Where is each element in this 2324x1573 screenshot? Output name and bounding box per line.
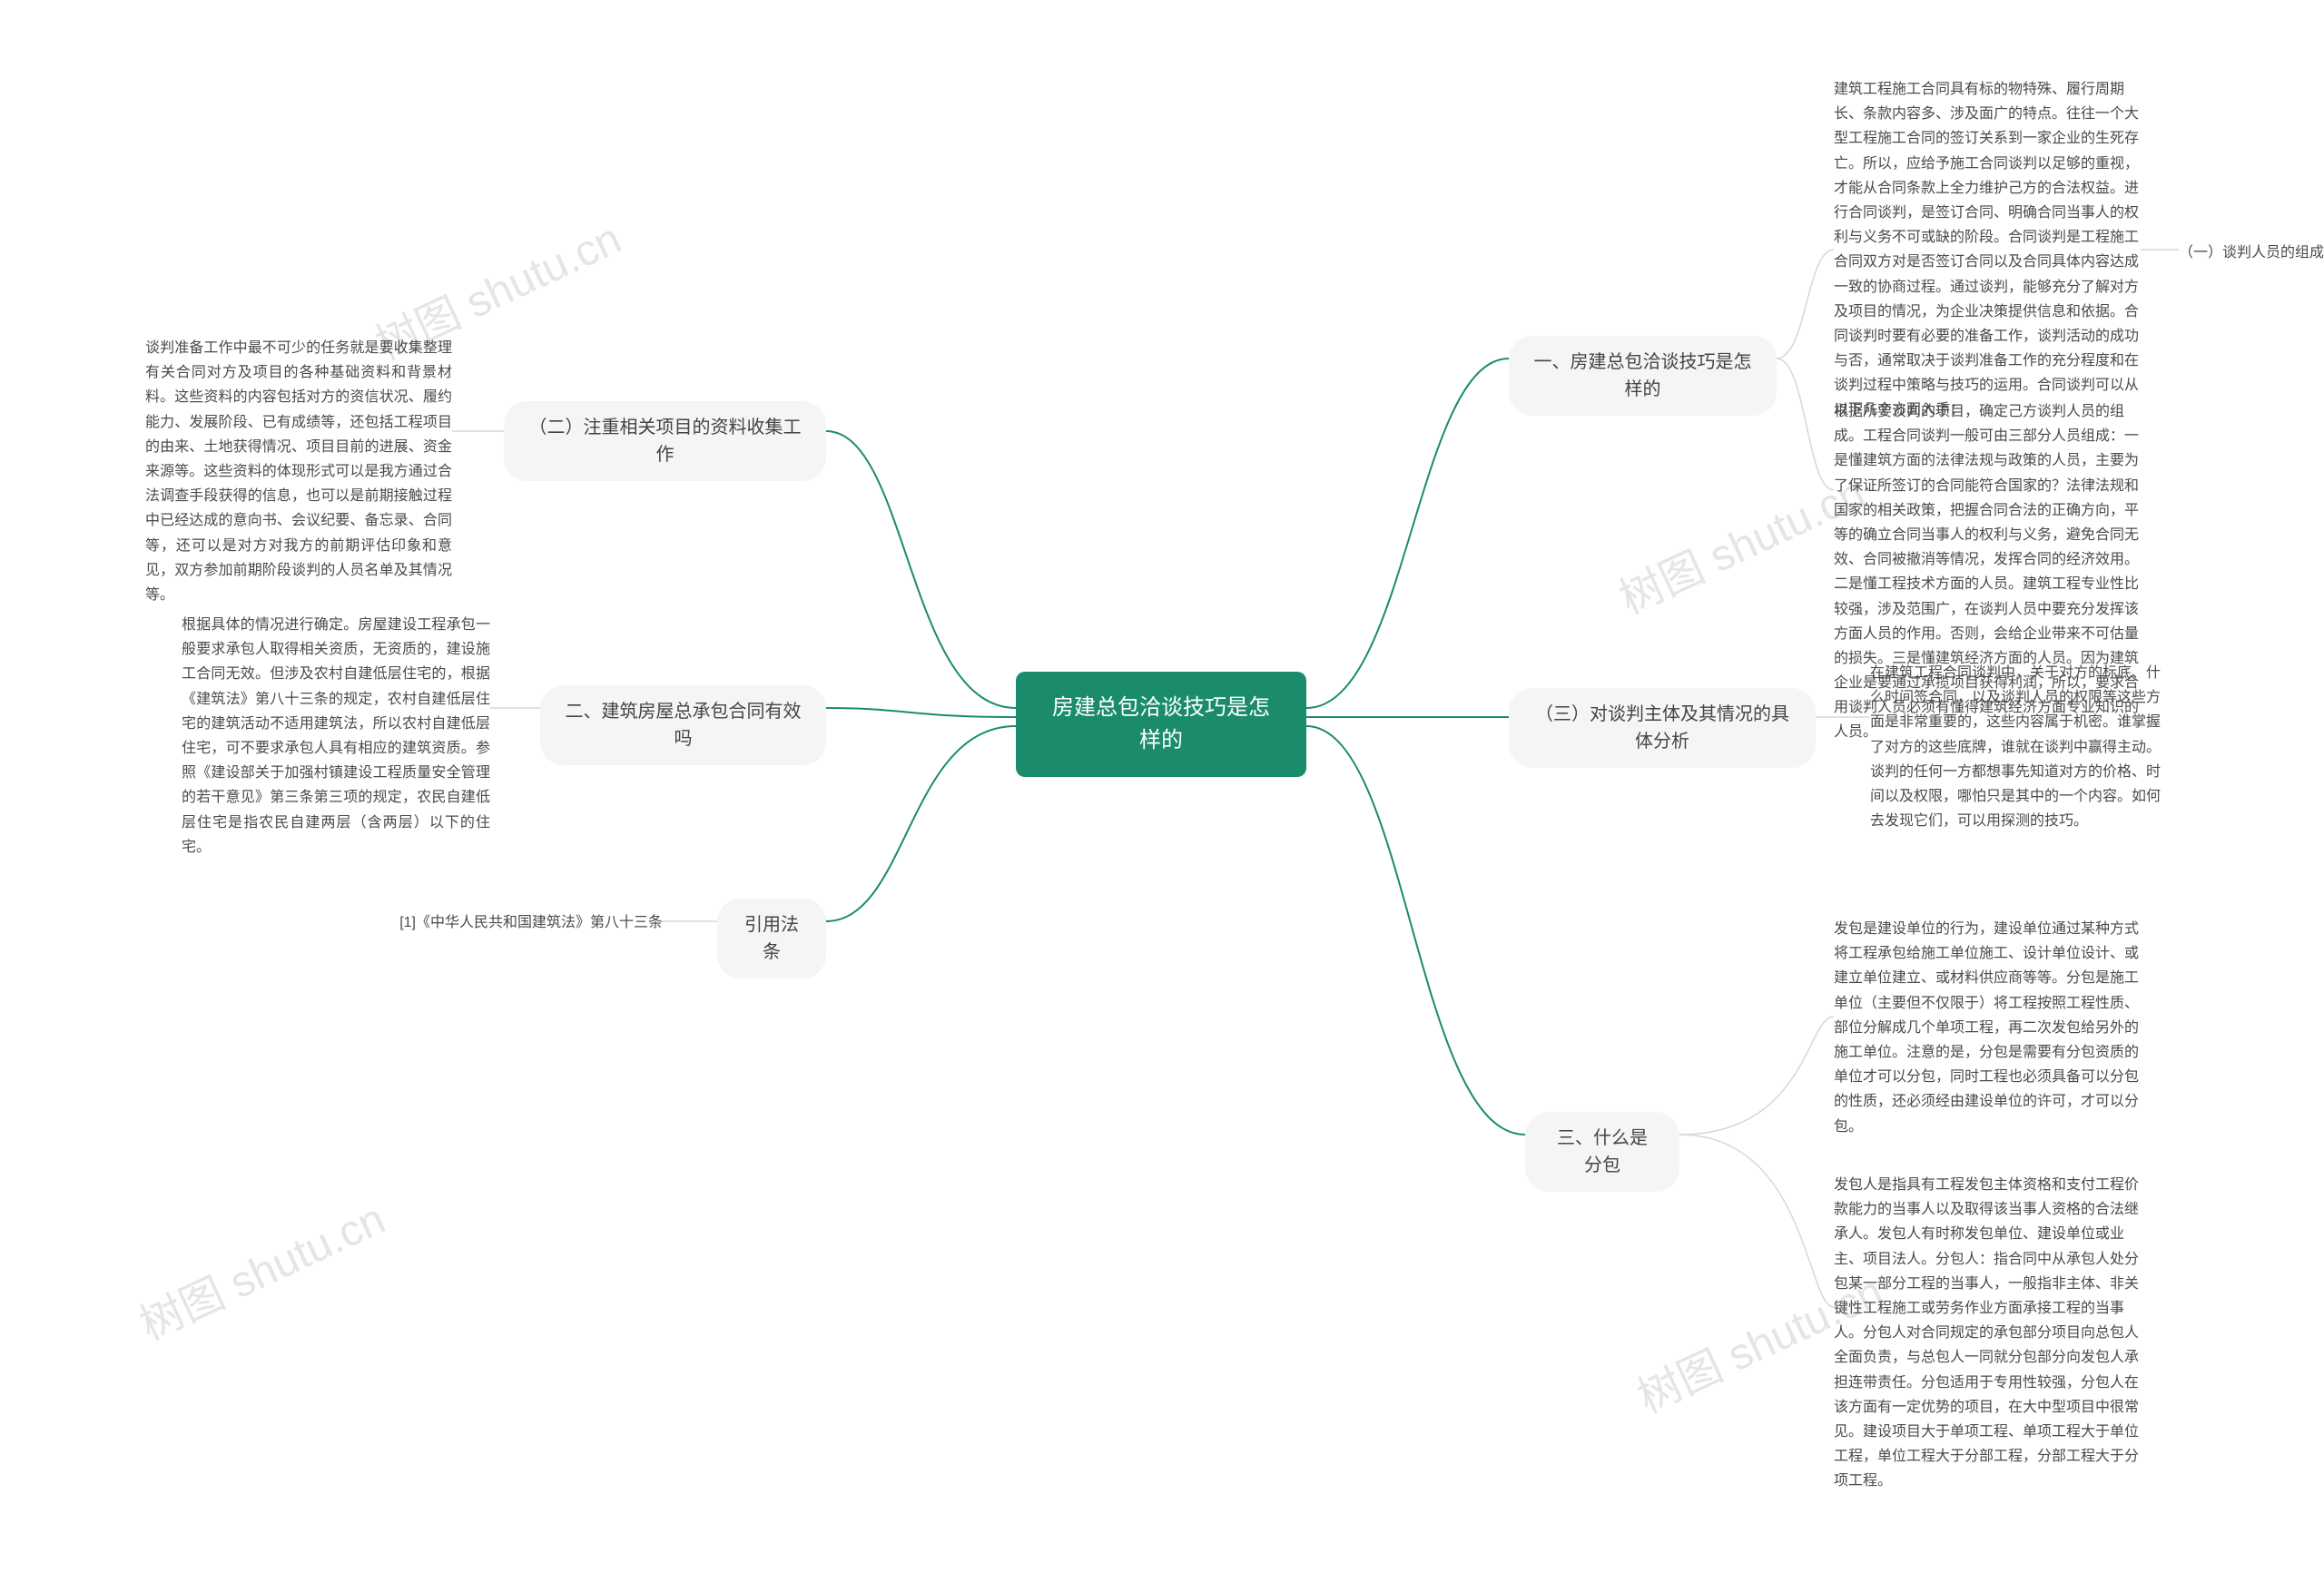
leaf-l2-1-text: 根据具体的情况进行确定。房屋建设工程承包一般要求承包人取得相关资质，无资质的，建…: [182, 613, 490, 860]
leaf-r1-1-label: （一）谈判人员的组成: [2179, 241, 2324, 265]
leaf-r3-1-text: 发包是建设单位的行为，建设单位通过某种方式将工程承包给施工单位施工、设计单位设计…: [1834, 917, 2141, 1139]
branch-l2[interactable]: 二、建筑房屋总承包合同有效吗: [540, 685, 826, 765]
leaf-l3-1-text: [1]《中华人民共和国建筑法》第八十三条: [381, 910, 663, 935]
leaf-l1-1-text: 谈判准备工作中最不可少的任务就是要收集整理有关合同对方及项目的各种基础资料和背景…: [145, 336, 452, 607]
branch-l1-label: （二）注重相关项目的资料收集工作: [529, 418, 802, 465]
branch-r2-label: （三）对谈判主体及其情况的具体分析: [1535, 704, 1789, 752]
leaf-r1-1-text: 建筑工程施工合同具有标的物特殊、履行周期长、条款内容多、涉及面广的特点。往往一个…: [1834, 77, 2141, 423]
leaf-r3-2-text: 发包人是指具有工程发包主体资格和支付工程价款能力的当事人以及取得该当事人资格的合…: [1834, 1173, 2141, 1493]
watermark: 树图 shutu.cn: [127, 1184, 393, 1352]
branch-r1[interactable]: 一、房建总包洽谈技巧是怎样的: [1509, 336, 1777, 416]
branch-r1-label: 一、房建总包洽谈技巧是怎样的: [1534, 352, 1752, 399]
branch-r3-label: 三、什么是分包: [1557, 1128, 1648, 1175]
center-label: 房建总包洽谈技巧是怎样的: [1052, 695, 1270, 752]
branch-l3-label: 引用法条: [744, 915, 799, 962]
branch-l2-label: 二、建筑房屋总承包合同有效吗: [566, 702, 802, 749]
branch-l1[interactable]: （二）注重相关项目的资料收集工作: [504, 401, 826, 481]
center-node[interactable]: 房建总包洽谈技巧是怎样的: [1016, 672, 1306, 777]
leaf-r2-1-text: 在建筑工程合同谈判中，关于对方的标底、什么时间签合同，以及谈判人员的权限等这些方…: [1870, 661, 2170, 833]
branch-r2[interactable]: （三）对谈判主体及其情况的具体分析: [1509, 688, 1816, 768]
branch-r3[interactable]: 三、什么是分包: [1525, 1112, 1679, 1192]
branch-l3[interactable]: 引用法条: [717, 899, 826, 978]
